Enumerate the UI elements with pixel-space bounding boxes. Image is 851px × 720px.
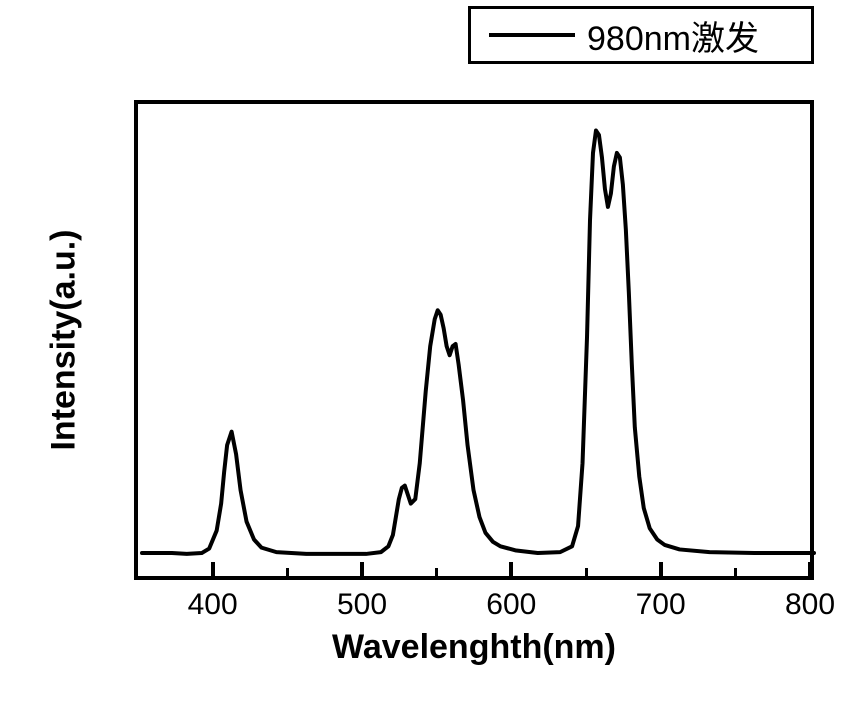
x-axis-label: Wavelenghth(nm) xyxy=(332,628,616,667)
y-axis-label: Intensity(a.u.) xyxy=(45,229,84,450)
xtick-major xyxy=(360,562,364,576)
xtick-minor xyxy=(286,568,289,576)
legend-box: 980nm激发 xyxy=(468,6,814,64)
xtick-label: 500 xyxy=(337,588,387,622)
legend-label: 980nm激发 xyxy=(587,11,759,60)
spectrum-line xyxy=(142,108,814,580)
xtick-major xyxy=(211,562,215,576)
xtick-minor xyxy=(435,568,438,576)
xtick-label: 400 xyxy=(188,588,238,622)
xtick-label: 800 xyxy=(785,588,835,622)
xtick-label: 700 xyxy=(636,588,686,622)
xtick-minor xyxy=(585,568,588,576)
xtick-minor xyxy=(734,568,737,576)
xtick-major xyxy=(509,562,513,576)
xtick-major xyxy=(659,562,663,576)
plot-area xyxy=(134,100,814,580)
xtick-label: 600 xyxy=(486,588,536,622)
legend-line-sample xyxy=(489,33,575,37)
xtick-major xyxy=(808,562,812,576)
figure-root: 980nm激发 Intensity(a.u.) Wavelenghth(nm) … xyxy=(0,0,851,720)
